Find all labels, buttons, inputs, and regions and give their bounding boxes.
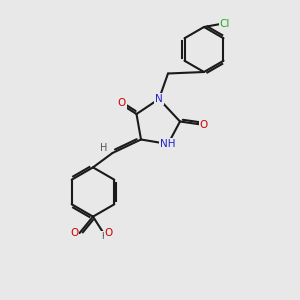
- Text: O: O: [105, 228, 113, 238]
- Text: Cl: Cl: [220, 19, 230, 29]
- Text: H: H: [101, 232, 108, 241]
- Text: N: N: [155, 94, 163, 104]
- Text: NH: NH: [160, 139, 176, 149]
- Text: O: O: [70, 228, 78, 238]
- Text: H: H: [100, 142, 108, 153]
- Text: O: O: [200, 119, 208, 130]
- Text: O: O: [117, 98, 126, 109]
